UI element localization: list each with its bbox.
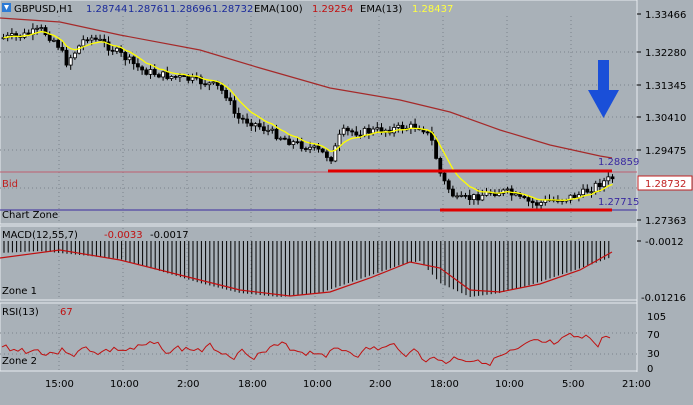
price-tick: 1.32280 xyxy=(645,48,686,59)
time-tick: 10:00 xyxy=(110,379,139,390)
lower-level-value: 1.27715 xyxy=(598,197,639,208)
rsi-label: RSI(13) xyxy=(2,307,39,318)
down-arrow-icon xyxy=(4,5,9,10)
chart-zone-label: Chart Zone xyxy=(2,210,58,221)
time-tick: 5:00 xyxy=(562,379,584,390)
ema13-label: EMA(13) xyxy=(360,4,402,15)
open-value: 1.28744 xyxy=(86,4,127,15)
rsi-value: 67 xyxy=(60,307,73,318)
macd-scale-bottom: -0.01216 xyxy=(641,293,686,304)
bid-label: Bid xyxy=(2,179,18,190)
ema13-line xyxy=(3,30,613,201)
chart-header: GBPUSD,H1 1.28744 1.28761 1.28696 1.2873… xyxy=(2,3,453,15)
price-scale[interactable]: 1.33466 1.32280 1.31345 1.30410 1.29475 … xyxy=(637,10,693,227)
rsi-scale-105: 105 xyxy=(647,312,666,323)
macd-zone-label: Zone 1 xyxy=(2,286,37,297)
rsi-scale-0: 0 xyxy=(647,364,653,375)
price-tick: 1.33466 xyxy=(645,10,686,21)
price-tick: 1.27363 xyxy=(645,216,686,227)
upper-level-value: 1.28859 xyxy=(598,157,639,168)
time-tick: 10:00 xyxy=(495,379,524,390)
macd-value-1: -0.0033 xyxy=(104,230,143,241)
time-tick: 15:00 xyxy=(45,379,74,390)
rsi-panel[interactable] xyxy=(0,302,638,372)
macd-scale-top: -0.0012 xyxy=(645,237,684,248)
price-tick: 1.31345 xyxy=(645,81,686,92)
rsi-zone-label: Zone 2 xyxy=(2,356,37,367)
rsi-scale-30: 30 xyxy=(647,349,660,360)
time-tick: 2:00 xyxy=(177,379,199,390)
time-tick: 10:00 xyxy=(303,379,332,390)
ema13-value: 1.28437 xyxy=(412,4,453,15)
main-price-panel[interactable] xyxy=(0,0,638,225)
price-tick: 1.29475 xyxy=(645,146,686,157)
price-tick: 1.30410 xyxy=(645,113,686,124)
ema100-line xyxy=(0,17,613,159)
down-arrow-icon xyxy=(588,60,619,118)
symbol-label: GBPUSD,H1 xyxy=(14,4,73,15)
bid-price-tag xyxy=(637,175,693,191)
macd-signal-line xyxy=(0,249,613,297)
macd-histogram xyxy=(3,241,610,297)
rsi-line xyxy=(1,332,611,367)
low-value: 1.28696 xyxy=(170,4,211,15)
close-value: 1.28732 xyxy=(212,4,253,15)
bid-price-tag-value: 1.28732 xyxy=(645,179,686,190)
macd-value-2: -0.0017 xyxy=(150,230,189,241)
high-value: 1.28761 xyxy=(128,4,169,15)
ema100-label: EMA(100) xyxy=(254,4,303,15)
rsi-scale-70: 70 xyxy=(647,330,660,341)
time-tick: 21:00 xyxy=(622,379,651,390)
macd-label: MACD(12,55,7) xyxy=(2,230,78,241)
time-tick: 18:00 xyxy=(238,379,267,390)
ema100-value: 1.29254 xyxy=(312,4,353,15)
time-tick: 2:00 xyxy=(369,379,391,390)
time-tick: 18:00 xyxy=(430,379,459,390)
time-axis[interactable]: 15:00 10:00 2:00 18:00 10:00 2:00 18:00 … xyxy=(45,379,651,390)
